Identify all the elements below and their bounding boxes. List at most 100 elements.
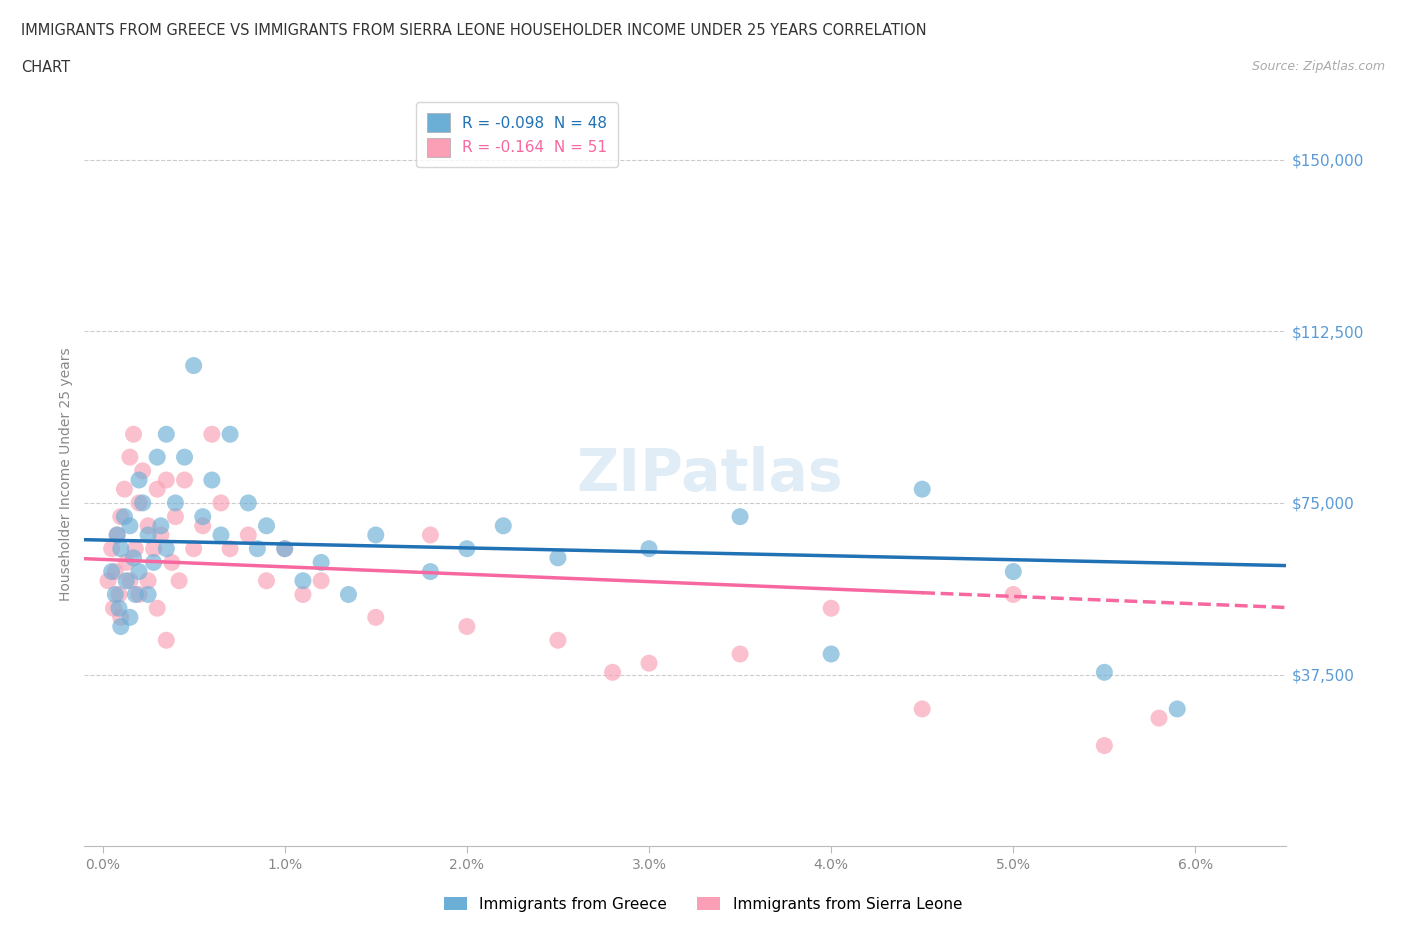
Point	[201, 472, 224, 487]
Point	[110, 541, 132, 556]
Point	[118, 610, 141, 625]
Point	[128, 587, 150, 602]
Point	[131, 463, 153, 478]
Point	[1002, 587, 1025, 602]
Text: CHART: CHART	[21, 60, 70, 75]
Point	[364, 527, 387, 542]
Point	[155, 541, 177, 556]
Point	[274, 541, 297, 556]
Point	[108, 601, 131, 616]
Point	[238, 527, 260, 542]
Point	[291, 587, 314, 602]
Point	[728, 646, 751, 661]
Point	[115, 573, 138, 588]
Point	[104, 587, 127, 602]
Point	[155, 472, 177, 487]
Point	[219, 541, 242, 556]
Point	[1166, 701, 1188, 716]
Point	[128, 472, 150, 487]
Point	[820, 646, 842, 661]
Point	[118, 573, 141, 588]
Legend: R = -0.098  N = 48, R = -0.164  N = 51: R = -0.098 N = 48, R = -0.164 N = 51	[416, 102, 617, 167]
Point	[115, 555, 138, 570]
Point	[419, 565, 441, 579]
Point	[142, 541, 165, 556]
Point	[911, 482, 934, 497]
Point	[155, 632, 177, 647]
Point	[165, 496, 187, 511]
Point	[160, 555, 183, 570]
Point	[638, 541, 661, 556]
Point	[219, 427, 242, 442]
Point	[638, 656, 661, 671]
Point	[238, 496, 260, 511]
Point	[183, 541, 205, 556]
Point	[114, 510, 135, 525]
Point	[103, 601, 125, 616]
Point	[547, 632, 569, 647]
Point	[1002, 565, 1025, 579]
Point	[246, 541, 269, 556]
Point	[820, 601, 842, 616]
Point	[456, 541, 478, 556]
Point	[100, 565, 122, 579]
Point	[105, 527, 128, 542]
Point	[256, 518, 278, 533]
Point	[209, 496, 232, 511]
Point	[105, 527, 128, 542]
Text: IMMIGRANTS FROM GREECE VS IMMIGRANTS FROM SIERRA LEONE HOUSEHOLDER INCOME UNDER : IMMIGRANTS FROM GREECE VS IMMIGRANTS FRO…	[21, 23, 927, 38]
Point	[110, 619, 132, 634]
Point	[146, 450, 169, 465]
Point	[149, 518, 172, 533]
Point	[728, 510, 751, 525]
Y-axis label: Householder Income Under 25 years: Householder Income Under 25 years	[59, 348, 73, 601]
Point	[97, 573, 120, 588]
Point	[173, 472, 195, 487]
Point	[173, 450, 195, 465]
Point	[201, 427, 224, 442]
Point	[547, 551, 569, 565]
Point	[118, 518, 141, 533]
Point	[1092, 738, 1115, 753]
Point	[337, 587, 360, 602]
Point	[124, 587, 146, 602]
Point	[291, 573, 314, 588]
Point	[309, 555, 332, 570]
Text: Source: ZipAtlas.com: Source: ZipAtlas.com	[1251, 60, 1385, 73]
Point	[492, 518, 515, 533]
Point	[602, 665, 624, 680]
Point	[110, 510, 132, 525]
Point	[364, 610, 387, 625]
Point	[136, 573, 159, 588]
Point	[191, 510, 214, 525]
Point	[128, 565, 150, 579]
Point	[118, 450, 141, 465]
Point	[146, 601, 169, 616]
Point	[149, 527, 172, 542]
Point	[114, 482, 135, 497]
Point	[256, 573, 278, 588]
Text: ZIPatlas: ZIPatlas	[576, 445, 842, 503]
Point	[1092, 665, 1115, 680]
Point	[191, 518, 214, 533]
Point	[110, 610, 132, 625]
Point	[131, 496, 153, 511]
Point	[155, 427, 177, 442]
Point	[124, 541, 146, 556]
Point	[183, 358, 205, 373]
Point	[100, 541, 122, 556]
Point	[122, 551, 145, 565]
Point	[165, 510, 187, 525]
Point	[309, 573, 332, 588]
Point	[274, 541, 297, 556]
Point	[419, 527, 441, 542]
Point	[456, 619, 478, 634]
Point	[108, 587, 131, 602]
Point	[128, 496, 150, 511]
Legend: Immigrants from Greece, Immigrants from Sierra Leone: Immigrants from Greece, Immigrants from …	[437, 890, 969, 918]
Point	[122, 427, 145, 442]
Point	[136, 527, 159, 542]
Point	[146, 482, 169, 497]
Point	[136, 518, 159, 533]
Point	[167, 573, 190, 588]
